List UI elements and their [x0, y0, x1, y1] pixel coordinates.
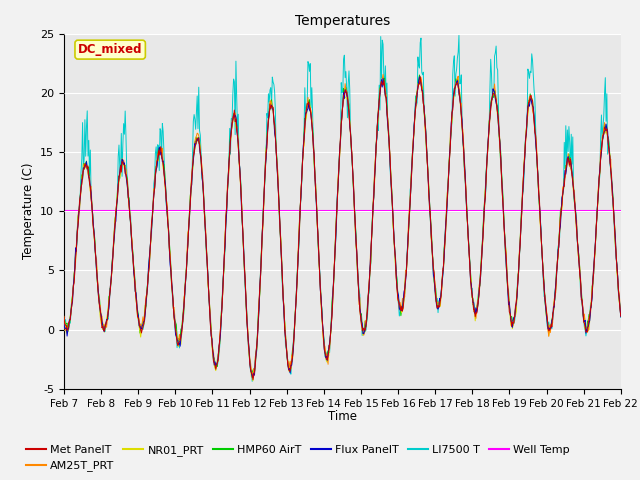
Legend: Met PanelT, AM25T_PRT, NR01_PRT, HMP60 AirT, Flux PanelT, LI7500 T, Well Temp: Met PanelT, AM25T_PRT, NR01_PRT, HMP60 A…	[21, 441, 575, 476]
Y-axis label: Temperature (C): Temperature (C)	[22, 163, 35, 260]
Title: Temperatures: Temperatures	[295, 14, 390, 28]
Text: DC_mixed: DC_mixed	[78, 43, 143, 56]
X-axis label: Time: Time	[328, 410, 357, 423]
